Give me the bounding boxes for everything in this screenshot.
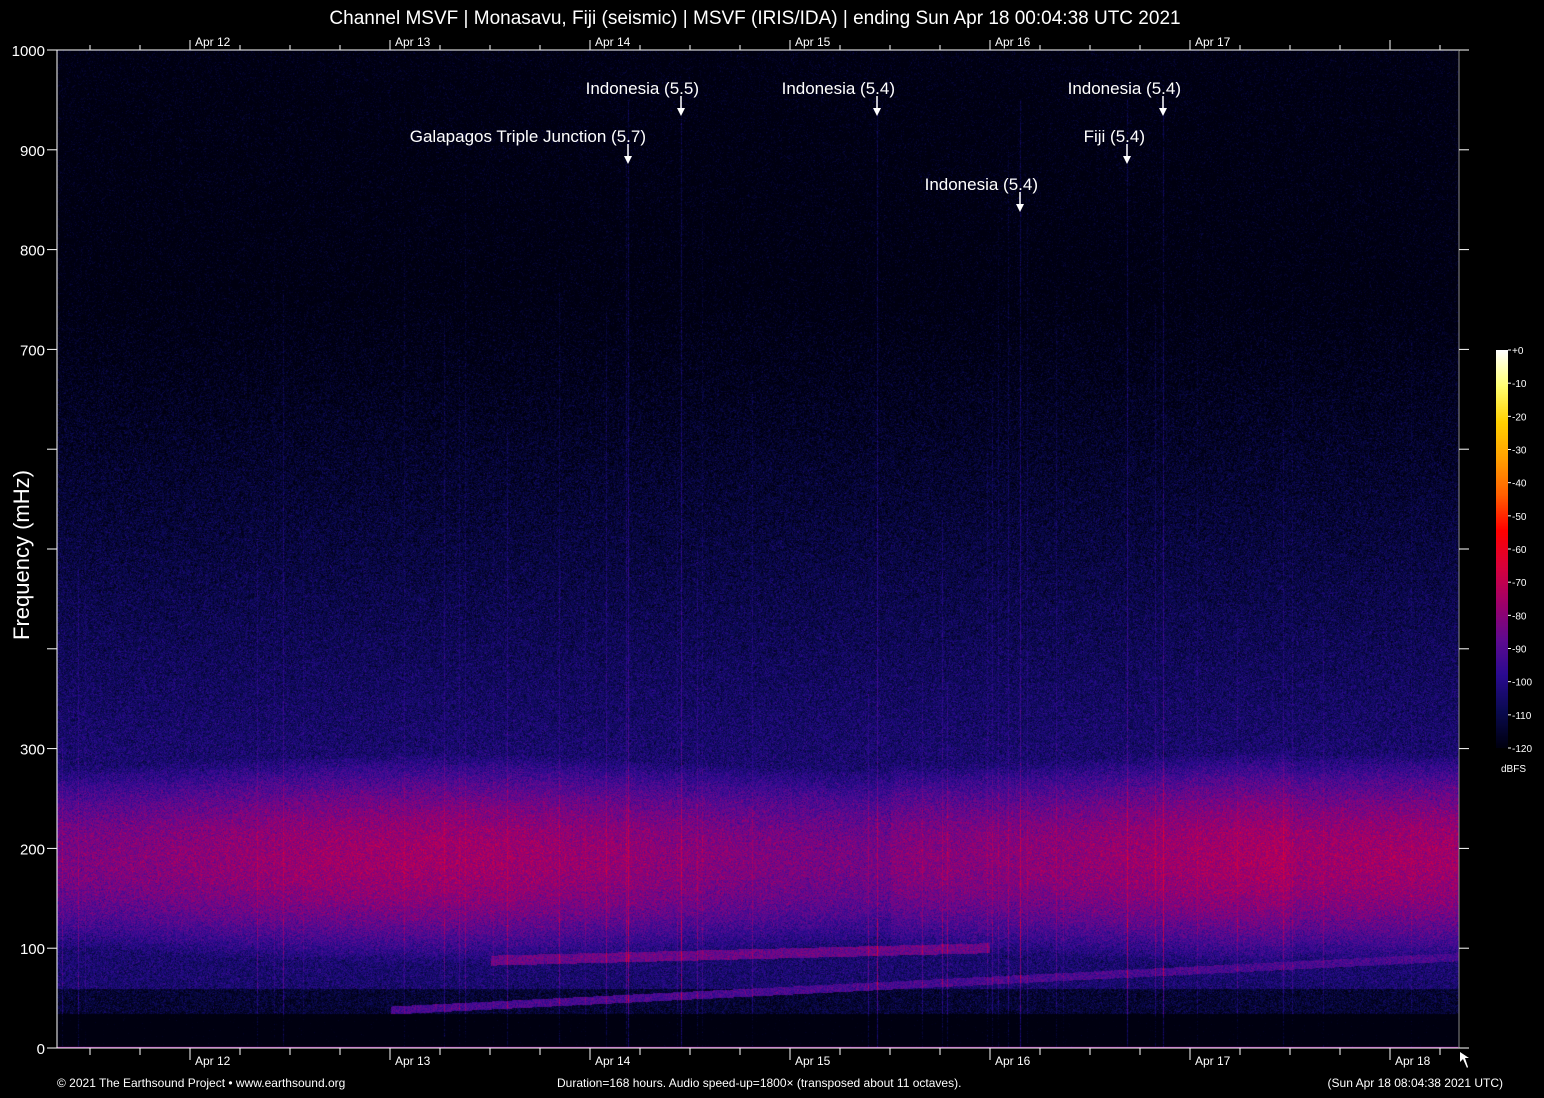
colorbar-tick-label: +0 bbox=[1512, 346, 1524, 357]
colorbar-tick-label: -120 bbox=[1512, 744, 1532, 755]
x-tick-label: Apr 13 bbox=[395, 1054, 431, 1068]
event-label: Indonesia (5.5) bbox=[586, 79, 699, 98]
y-tick-label: 100 bbox=[20, 941, 45, 958]
y-tick-label: 1000 bbox=[12, 43, 45, 60]
colorbar-tick-label: -110 bbox=[1512, 711, 1532, 722]
colorbar-tick-label: -60 bbox=[1512, 545, 1527, 556]
event-label: Fiji (5.4) bbox=[1084, 127, 1145, 146]
x-tick-label: Apr 17 bbox=[1195, 1054, 1231, 1068]
y-tick-label: 0 bbox=[37, 1041, 45, 1058]
x-tick-label-top: Apr 15 bbox=[795, 35, 831, 49]
chart-title: Channel MSVF | Monasavu, Fiji (seismic) … bbox=[329, 8, 1181, 29]
y-tick-label: 700 bbox=[20, 342, 45, 359]
copyright-text: © 2021 The Earthsound Project • www.eart… bbox=[57, 1076, 346, 1090]
event-arrow-icon bbox=[624, 156, 632, 164]
colorbar-tick-label: -10 bbox=[1512, 379, 1527, 390]
event-arrow-icon bbox=[1159, 108, 1167, 116]
colorbar-tick-label: -70 bbox=[1512, 578, 1527, 589]
colorbar-tick-label: -90 bbox=[1512, 645, 1527, 656]
x-tick-label-top: Apr 12 bbox=[195, 35, 231, 49]
x-tick-label-top: Apr 14 bbox=[595, 35, 631, 49]
x-tick-label: Apr 12 bbox=[195, 1054, 231, 1068]
spectrogram-plot bbox=[57, 50, 1459, 1048]
y-axis-label: Frequency (mHz) bbox=[9, 470, 34, 640]
colorbar-tick-label: -80 bbox=[1512, 611, 1527, 622]
end-marker-icon bbox=[1460, 1052, 1469, 1068]
y-tick-label: 800 bbox=[20, 243, 45, 260]
x-tick-label-top: Apr 17 bbox=[1195, 35, 1231, 49]
duration-info: Duration=168 hours. Audio speed-up=1800×… bbox=[557, 1076, 962, 1090]
colorbar-tick-label: -40 bbox=[1512, 479, 1527, 490]
x-tick-label-top: Apr 16 bbox=[995, 35, 1031, 49]
event-arrow-icon bbox=[677, 108, 685, 116]
x-tick-label: Apr 18 bbox=[1395, 1054, 1431, 1068]
event-label: Indonesia (5.4) bbox=[782, 79, 895, 98]
event-label: Indonesia (5.4) bbox=[1068, 79, 1181, 98]
event-arrow-icon bbox=[873, 108, 881, 116]
y-tick-label: 900 bbox=[20, 143, 45, 160]
y-tick-label: 200 bbox=[20, 841, 45, 858]
generated-timestamp: (Sun Apr 18 08:04:38 2021 UTC) bbox=[1327, 1076, 1503, 1090]
event-arrow-icon bbox=[1123, 156, 1131, 164]
x-tick-label: Apr 14 bbox=[595, 1054, 631, 1068]
x-tick-label: Apr 15 bbox=[795, 1054, 831, 1068]
colorbar-label: dBFS bbox=[1501, 764, 1526, 775]
event-arrow-icon bbox=[1016, 204, 1024, 212]
colorbar-tick-label: -50 bbox=[1512, 512, 1527, 523]
colorbar-tick-label: -30 bbox=[1512, 446, 1527, 457]
event-label: Galapagos Triple Junction (5.7) bbox=[410, 127, 646, 146]
colorbar-tick-label: -100 bbox=[1512, 678, 1532, 689]
event-label: Indonesia (5.4) bbox=[925, 175, 1038, 194]
colorbar-tick-label: -20 bbox=[1512, 412, 1527, 423]
colorbar bbox=[1496, 350, 1508, 748]
x-tick-label: Apr 16 bbox=[995, 1054, 1031, 1068]
x-tick-label-top: Apr 13 bbox=[395, 35, 431, 49]
y-tick-label: 300 bbox=[20, 742, 45, 759]
